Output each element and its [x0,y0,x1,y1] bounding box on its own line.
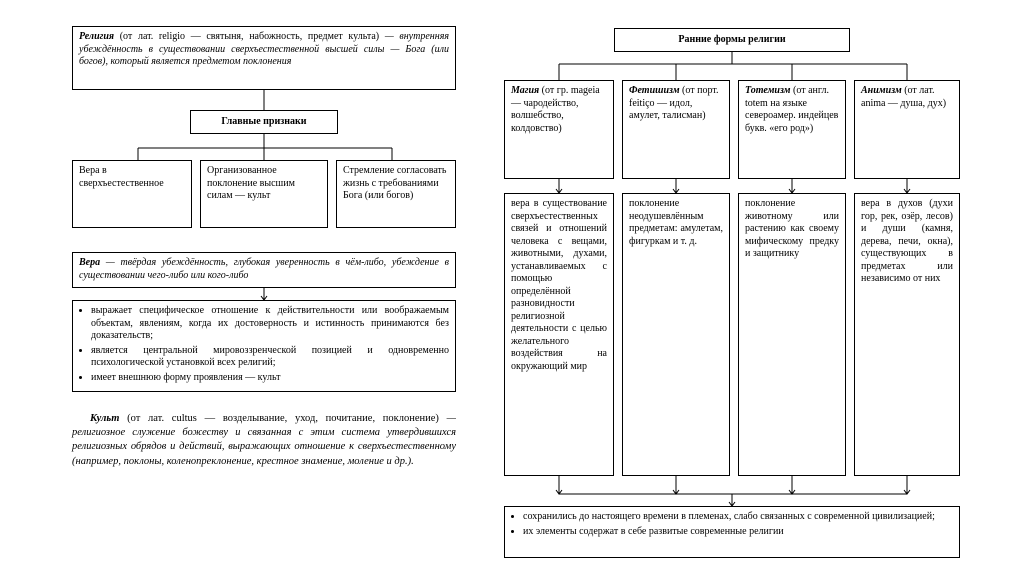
faith-body: — твёрдая убеждённость, глубокая уверенн… [79,257,449,281]
right-bottom-bullets-list: сохранились до настоящего времени в плем… [511,511,953,538]
col1-term-box: Магия (от гр. mageia — чародейство, волш… [504,80,614,179]
faith-term: Вера [79,257,100,268]
sign-1-text: Вера в сверхъестественное [79,165,164,189]
faith-bullet-2: является центральной мировоззренческой п… [91,345,449,370]
col3-desc-box: поклонение животному или растению как св… [738,193,846,476]
sign-box-1: Вера в сверхъестественное [72,160,192,228]
sign-box-2: Организованное поклонение высшим силам —… [200,160,328,228]
col1-desc: вера в существование сверхъестественных … [511,198,607,372]
col3-term-box: Тотемизм (от англ. totem на языке северо… [738,80,846,179]
right-bottom-bullet-2: их элементы содержат в себе развитые сов… [523,526,953,539]
col1-term: Магия [511,85,539,96]
col4-desc: вера в духов (духи гор, рек, озёр, лесов… [861,198,953,284]
col4-desc-box: вера в духов (духи гор, рек, озёр, лесов… [854,193,960,476]
right-bottom-bullet-1: сохранились до настоящего времени в плем… [523,511,953,524]
cult-etym: (от лат. cultus — возделывание, уход, по… [127,413,439,424]
faith-bullet-1: выражает специфическое отношение к дейст… [91,305,449,343]
faith-bullet-3: имеет внешнюю форму проявления — культ [91,372,449,385]
col3-term: Тотемизм [745,85,791,96]
col2-term: Фетишизм [629,85,680,96]
religion-definition-box: Религия (от лат. religio — святыня, набо… [72,26,456,90]
col2-desc: поклонение неодушевлённым предметам: аму… [629,198,723,247]
early-forms-title: Ранние формы религии [678,34,785,45]
col2-term-box: Фетишизм (от порт. feitiço — идол, амуле… [622,80,730,179]
col4-term-box: Анимизм (от лат. anima — душа, дух) [854,80,960,179]
right-bottom-bullets-box: сохранились до настоящего времени в плем… [504,506,960,558]
sign-2-text: Организованное поклонение высшим силам —… [207,165,295,201]
col3-desc: поклонение животному или растению как св… [745,198,839,259]
col1-desc-box: вера в существование сверхъестественных … [504,193,614,476]
early-forms-title-box: Ранние формы религии [614,28,850,52]
faith-bullets-box: выражает специфическое отношение к дейст… [72,300,456,392]
faith-bullets-list: выражает специфическое отношение к дейст… [79,305,449,384]
sign-3-text: Стремление согласовать жизнь с требовани… [343,165,446,201]
religion-etym: (от лат. religio — святыня, набожность, … [120,31,379,42]
cult-term: Культ [90,413,119,424]
col4-term: Анимизм [861,85,902,96]
signs-title: Главные признаки [221,116,306,127]
col2-desc-box: поклонение неодушевлённым предметам: аму… [622,193,730,476]
cult-paragraph: Культ (от лат. cultus — возделывание, ух… [72,412,456,469]
religion-term: Религия [79,31,114,42]
faith-definition-box: Вера — твёрдая убеждённость, глубокая ув… [72,252,456,288]
page-root: Религия (от лат. religio — святыня, набо… [0,0,1024,576]
signs-title-box: Главные признаки [190,110,338,134]
sign-box-3: Стремление согласовать жизнь с требовани… [336,160,456,228]
